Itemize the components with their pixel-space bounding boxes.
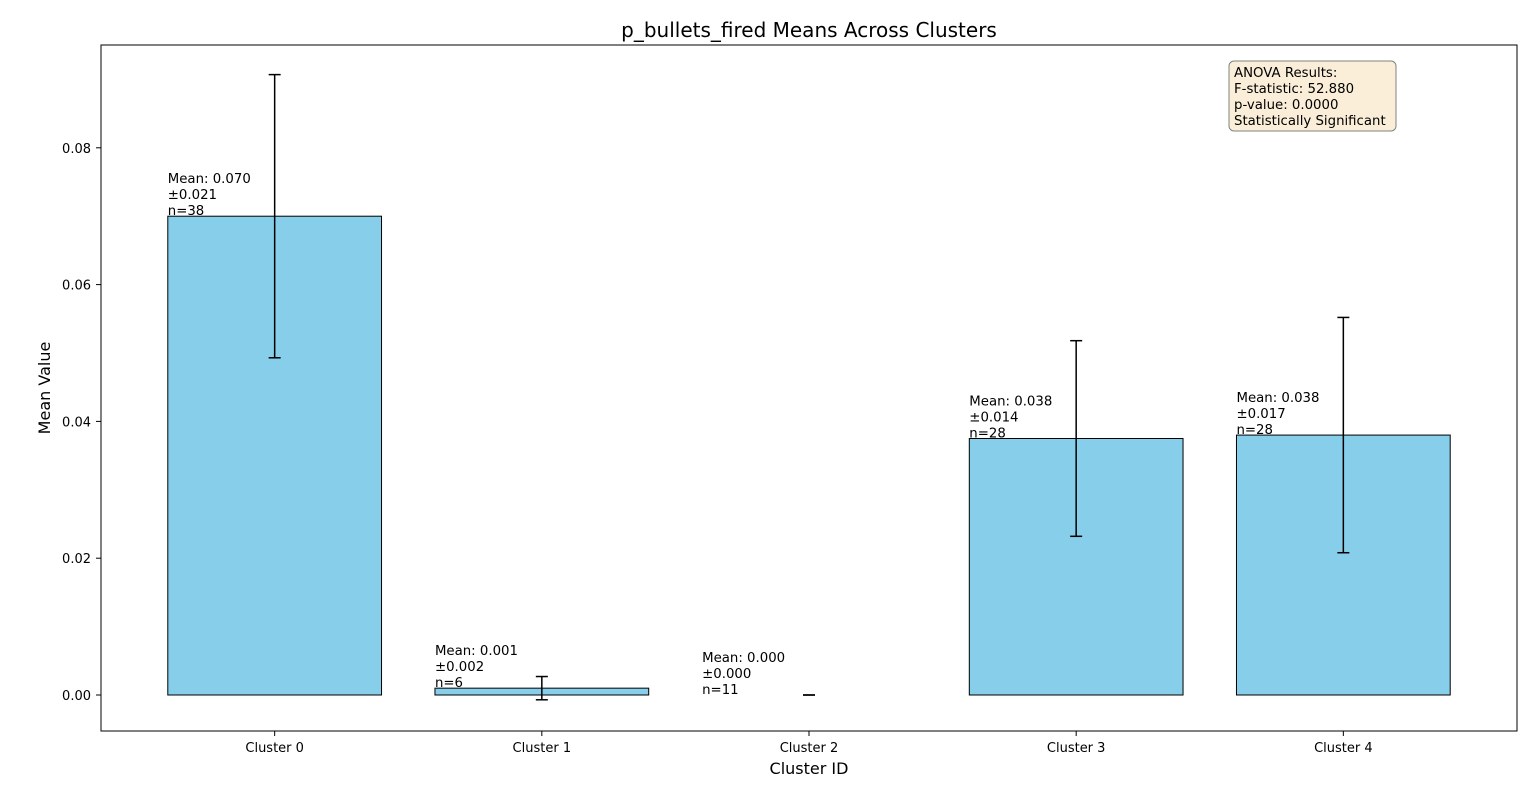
x-tick-label: Cluster 2 — [780, 741, 839, 756]
annotation-line: n=6 — [435, 676, 463, 691]
y-axis-title: Mean Value — [35, 342, 54, 435]
annotation-line: ±0.014 — [969, 411, 1018, 426]
x-tick-label: Cluster 0 — [245, 741, 304, 756]
annotation-line: ±0.017 — [1236, 407, 1285, 422]
anova-line: F-statistic: 52.880 — [1234, 82, 1354, 97]
bar-annotation: Mean: 0.070 ±0.021 n=38 — [168, 172, 251, 219]
anova-line: p-value: 0.0000 — [1234, 98, 1338, 113]
anova-text: ANOVA Results: F-statistic: 52.880 p-value… — [1234, 66, 1386, 129]
annotation-line: Mean: 0.038 — [969, 395, 1052, 410]
annotation-line: ±0.021 — [168, 188, 217, 203]
x-tick-label: Cluster 3 — [1047, 741, 1106, 756]
bar-annotation: Mean: 0.038 ±0.017 n=28 — [1236, 391, 1319, 438]
annotation-line: n=28 — [1236, 423, 1273, 438]
annotation-line: ±0.000 — [702, 667, 751, 682]
error-bars — [268, 73, 1350, 701]
annotation-line: Mean: 0.001 — [435, 644, 518, 659]
y-axis: 0.00 0.02 0.04 0.06 0.08 — [62, 142, 101, 704]
y-tick-label: 0.04 — [62, 415, 91, 430]
annotation-line: Mean: 0.000 — [702, 651, 785, 666]
y-tick-label: 0.00 — [62, 689, 91, 704]
y-tick-label: 0.02 — [62, 552, 91, 567]
y-tick-label: 0.08 — [62, 142, 91, 157]
y-tick-label: 0.06 — [62, 279, 91, 294]
anova-line: Statistically Significant — [1234, 114, 1386, 129]
annotation-line: Mean: 0.038 — [1236, 391, 1319, 406]
annotation-line: n=38 — [168, 204, 205, 219]
x-tick-label: Cluster 1 — [513, 741, 572, 756]
bar-annotation: Mean: 0.001 ±0.002 n=6 — [435, 644, 518, 691]
x-axis: Cluster 0 Cluster 1 Cluster 2 Cluster 3 Clus… — [245, 731, 1373, 756]
x-tick-label: Cluster 4 — [1314, 741, 1373, 756]
chart-title: p_bullets_fired Means Across Clusters — [621, 18, 997, 42]
annotation-line: ±0.002 — [435, 660, 484, 675]
anova-results-box: ANOVA Results: F-statistic: 52.880 p-value… — [1228, 60, 1397, 132]
annotation-line: Mean: 0.070 — [168, 172, 251, 187]
bar-annotation: Mean: 0.000 ±0.000 n=11 — [702, 651, 785, 698]
x-axis-title: Cluster ID — [770, 759, 849, 778]
annotation-line: n=11 — [702, 683, 739, 698]
anova-box-frame — [1228, 60, 1397, 132]
annotation-line: n=28 — [969, 427, 1006, 442]
anova-line: ANOVA Results: — [1234, 66, 1337, 81]
bar-annotation: Mean: 0.038 ±0.014 n=28 — [969, 395, 1052, 442]
